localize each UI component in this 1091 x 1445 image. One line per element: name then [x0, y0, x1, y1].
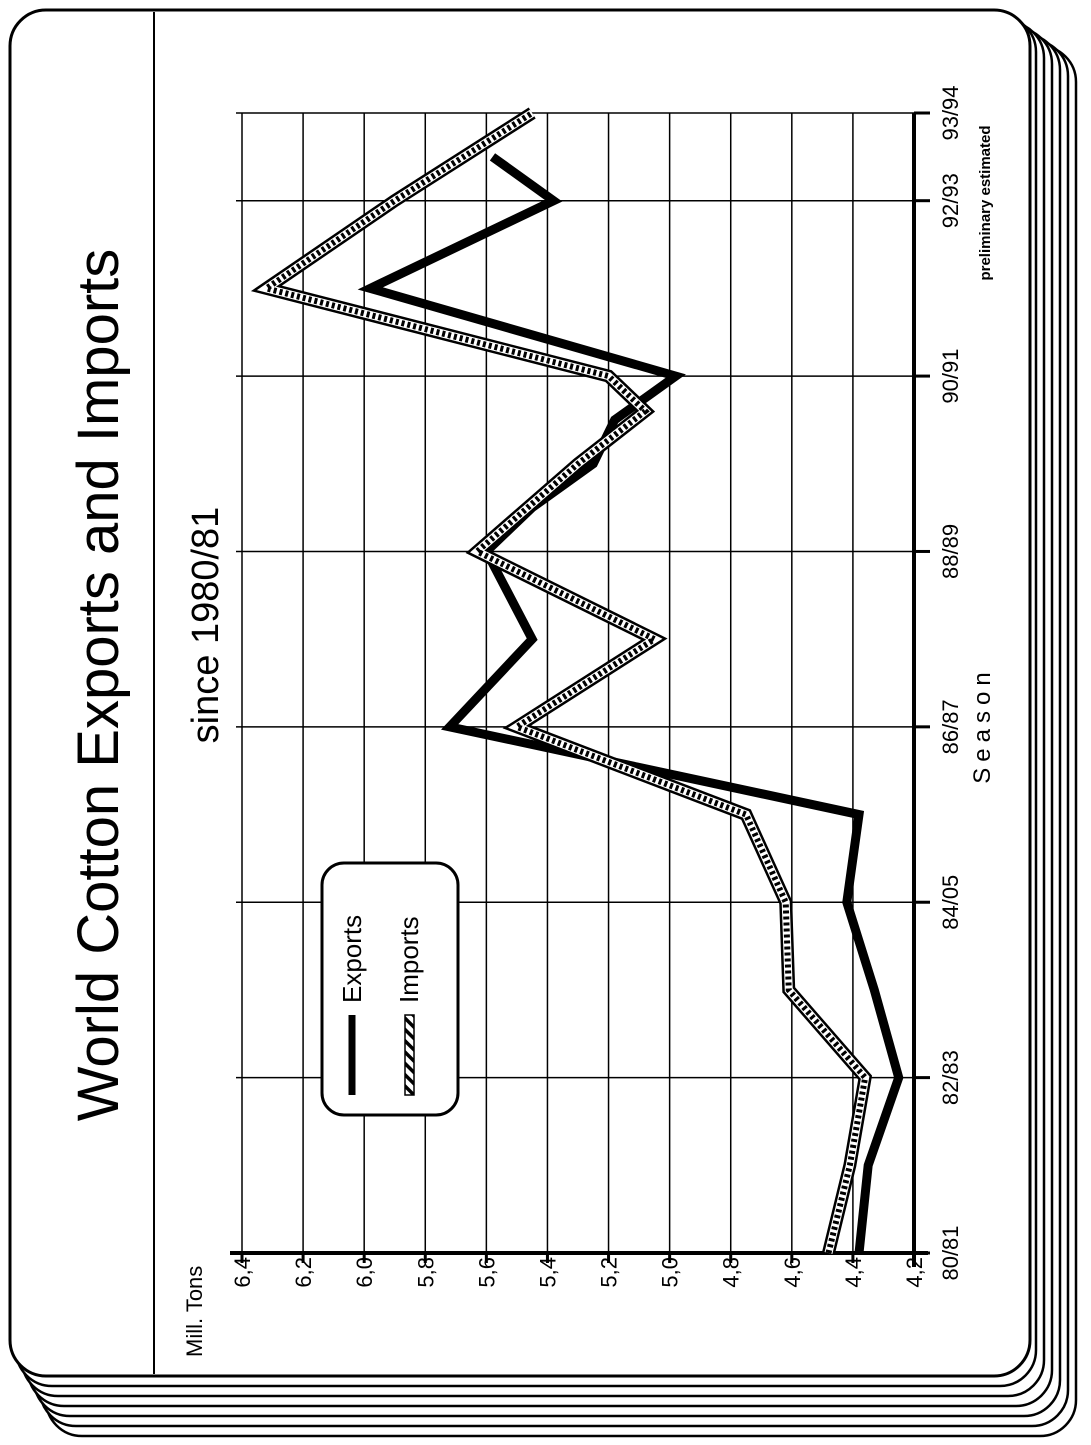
x-tick-label: 84/05 — [938, 875, 963, 930]
y-tick-label: 5,6 — [474, 1257, 499, 1288]
legend-label-imports: Imports — [394, 916, 424, 1003]
y-tick-label: 5,2 — [597, 1257, 622, 1288]
legend-box — [320, 861, 460, 1117]
x-tick-label: 88/89 — [938, 524, 963, 579]
x-tick-note: preliminary estimated — [977, 125, 994, 280]
series-layer — [250, 107, 904, 1255]
y-tick-label: 5,8 — [413, 1257, 438, 1288]
x-axis-label: Season — [969, 666, 996, 783]
slide-stack — [8, 8, 1078, 1438]
series-line-exports — [357, 153, 904, 1254]
y-tick-label: 4,4 — [841, 1257, 866, 1288]
series-line-imports — [259, 110, 869, 1254]
chart-subtitle: since 1980/81 — [185, 507, 227, 744]
y-tick-label: 4,8 — [719, 1257, 744, 1288]
legend: Exports Imports — [320, 861, 460, 1117]
unit-label: Mill. Tons — [182, 1266, 207, 1357]
x-tick-label: 92/93 — [938, 173, 963, 228]
x-tick-label: 93/94 — [938, 85, 963, 140]
legend-label-exports: Exports — [337, 915, 367, 1003]
y-tick-label: 4,6 — [780, 1257, 805, 1288]
y-tick-label: 4,2 — [902, 1257, 927, 1288]
x-axis: 80/81 82/83 84/05 86/87 88/89 90/91 92/93 93/94 — [914, 85, 963, 1281]
x-tick-label: 90/91 — [938, 349, 963, 404]
y-axis: 6,4 6,2 6,0 5,8 5,6 5,4 5,2 5,0 4,8 4,6 4,4 4,2 — [230, 1253, 927, 1288]
chart-title: World Cotton Exports and Imports — [66, 249, 131, 1122]
legend-swatch-imports — [404, 1014, 415, 1096]
y-tick-label: 5,4 — [535, 1257, 560, 1288]
x-tick-label: 80/81 — [938, 1225, 963, 1280]
y-tick-label: 6,0 — [352, 1257, 377, 1288]
y-tick-label: 5,0 — [658, 1257, 683, 1288]
x-tick-label: 86/87 — [938, 699, 963, 754]
chart-body: World Cotton Exports and Imports since 1… — [66, 85, 996, 1357]
y-tick-label: 6,4 — [230, 1257, 255, 1288]
x-tick-label: 82/83 — [938, 1050, 963, 1105]
y-tick-label: 6,2 — [291, 1257, 316, 1288]
axes — [230, 113, 928, 1267]
